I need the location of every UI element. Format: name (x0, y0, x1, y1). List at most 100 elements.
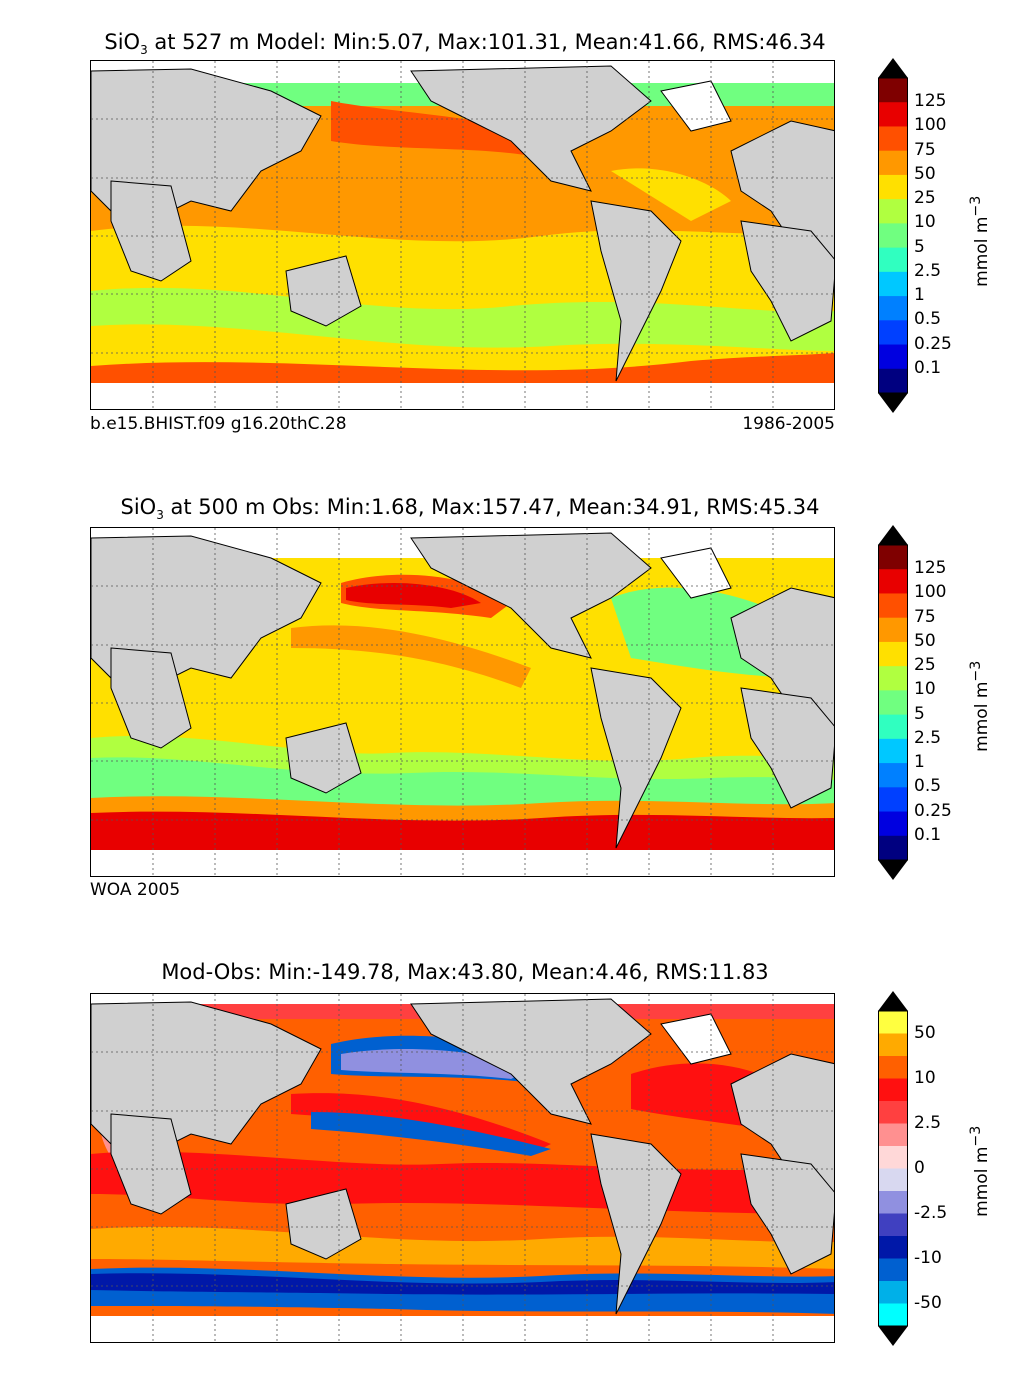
panel1-colorbar (878, 58, 908, 413)
colorbar-segment (878, 641, 908, 667)
colorbar-tick-label: -50 (914, 1292, 942, 1313)
colorbar-top-arrow (878, 525, 908, 545)
colorbar-segment (878, 787, 908, 813)
colorbar-segment (878, 593, 908, 619)
colorbar-segment (878, 545, 908, 570)
colorbar-top-arrow (878, 58, 908, 78)
panel1-note-left: b.e15.BHIST.f09 g16.20thC.28 (90, 414, 347, 434)
panel1-title: SiO3 at 527 m Model: Min:5.07, Max:101.3… (30, 30, 900, 57)
colorbar-segment (878, 714, 908, 740)
colorbar-segment (878, 344, 908, 370)
panel1-unit: mmol m−3 (968, 187, 992, 287)
colorbar-segment (878, 78, 908, 103)
colorbar-segment (878, 1056, 908, 1079)
panel3-title: Mod-Obs: Min:-149.78, Max:43.80, Mean:4.… (40, 960, 890, 984)
colorbar-tick-label: 10 (914, 1067, 936, 1088)
colorbar-bottom-arrow (878, 1326, 908, 1346)
panel2-title: SiO3 at 500 m Obs: Min:1.68, Max:157.47,… (30, 495, 910, 522)
colorbar-segment (878, 1236, 908, 1259)
colorbar-segment (878, 1033, 908, 1057)
colorbar-segment (878, 1011, 908, 1034)
colorbar-segment (878, 368, 908, 394)
colorbar-segment (878, 1078, 908, 1102)
panel1-title-species: SiO (104, 30, 141, 54)
panel1-unit-text: mmol m (971, 216, 992, 287)
colorbar-tick-label: 2.5 (914, 260, 942, 281)
panel3-colorbar (878, 991, 908, 1346)
colorbar-segment (878, 1146, 908, 1169)
colorbar-top-arrow (878, 991, 908, 1011)
colorbar-tick-label: 25 (914, 188, 936, 209)
colorbar-segment (878, 223, 908, 249)
panel2-title-sub: 3 (156, 508, 164, 523)
colorbar-frame (878, 77, 908, 394)
colorbar-segment (878, 199, 908, 224)
panel2-unit-text: mmol m (971, 681, 992, 752)
colorbar-tick-label: 1 (914, 752, 925, 773)
colorbar-tick-label: 10 (914, 679, 936, 700)
colorbar-segment (878, 320, 908, 346)
panel1-note-right: 1986-2005 (742, 414, 835, 434)
colorbar-segment (878, 1168, 908, 1192)
panel1-unit-sup: −3 (968, 195, 985, 217)
panel2-unit-sup: −3 (968, 660, 985, 682)
colorbar-segment (878, 569, 908, 594)
colorbar-segment (878, 690, 908, 716)
colorbar-bottom-arrow (878, 393, 908, 413)
colorbar-tick-label: 5 (914, 703, 925, 724)
panel2-note-left: WOA 2005 (90, 880, 181, 900)
panel3-unit-text: mmol m (971, 1146, 992, 1217)
colorbar-segment (878, 1303, 908, 1327)
colorbar-tick-label: -2.5 (914, 1202, 948, 1223)
colorbar-tick-label: 2.5 (914, 1112, 942, 1133)
colorbar-frame (878, 1010, 908, 1327)
colorbar-tick-label: -10 (914, 1247, 942, 1268)
colorbar-segment (878, 1123, 908, 1147)
colorbar-tick-label: 0.25 (914, 333, 952, 354)
colorbar-segment (878, 738, 908, 764)
colorbar-tick-label: 75 (914, 139, 936, 160)
colorbar-frame (878, 544, 908, 861)
colorbar-tick-label: 1 (914, 285, 925, 306)
colorbar-tick-label: 2.5 (914, 727, 942, 748)
colorbar-tick-label: 50 (914, 630, 936, 651)
panel3-title-rest: Mod-Obs: Min:-149.78, Max:43.80, Mean:4.… (161, 960, 769, 984)
colorbar-tick-label: 0.5 (914, 309, 942, 330)
colorbar-tick-label: 10 (914, 212, 936, 233)
colorbar-segment (878, 126, 908, 152)
colorbar-tick-label: 125 (914, 91, 947, 112)
panel2-title-rest: at 500 m Obs: Min:1.68, Max:157.47, Mean… (163, 495, 820, 519)
colorbar-segment (878, 271, 908, 297)
panel3-unit: mmol m−3 (968, 1117, 992, 1217)
colorbar-tick-label: 100 (914, 115, 947, 136)
panel2-unit: mmol m−3 (968, 652, 992, 752)
colorbar-tick-label: 0.25 (914, 800, 952, 821)
colorbar-tick-label: 100 (914, 582, 947, 603)
colorbar-segment (878, 763, 908, 788)
colorbar-segment (878, 811, 908, 837)
colorbar-tick-label: 0 (914, 1157, 925, 1178)
colorbar-segment (878, 247, 908, 273)
colorbar-tick-label: 0.1 (914, 357, 942, 378)
colorbar-segment (878, 1101, 908, 1124)
colorbar-tick-label: 25 (914, 655, 936, 676)
colorbar-segment (878, 1213, 908, 1237)
colorbar-segment (878, 174, 908, 200)
colorbar-segment (878, 666, 908, 691)
colorbar-segment (878, 617, 908, 643)
colorbar-tick-label: 75 (914, 606, 936, 627)
colorbar-segment (878, 835, 908, 861)
panel1-title-rest: at 527 m Model: Min:5.07, Max:101.31, Me… (147, 30, 826, 54)
colorbar-segment (878, 1281, 908, 1304)
colorbar-tick-label: 50 (914, 1022, 936, 1043)
colorbar-tick-label: 5 (914, 236, 925, 257)
panel3-unit-sup: −3 (968, 1125, 985, 1147)
panel2-colorbar (878, 525, 908, 880)
colorbar-tick-label: 0.5 (914, 776, 942, 797)
colorbar-tick-label: 0.1 (914, 824, 942, 845)
panel1-title-sub: 3 (140, 43, 148, 58)
panel1-map (90, 60, 835, 410)
colorbar-segment (878, 1258, 908, 1282)
colorbar-tick-label: 50 (914, 163, 936, 184)
colorbar-segment (878, 1191, 908, 1214)
